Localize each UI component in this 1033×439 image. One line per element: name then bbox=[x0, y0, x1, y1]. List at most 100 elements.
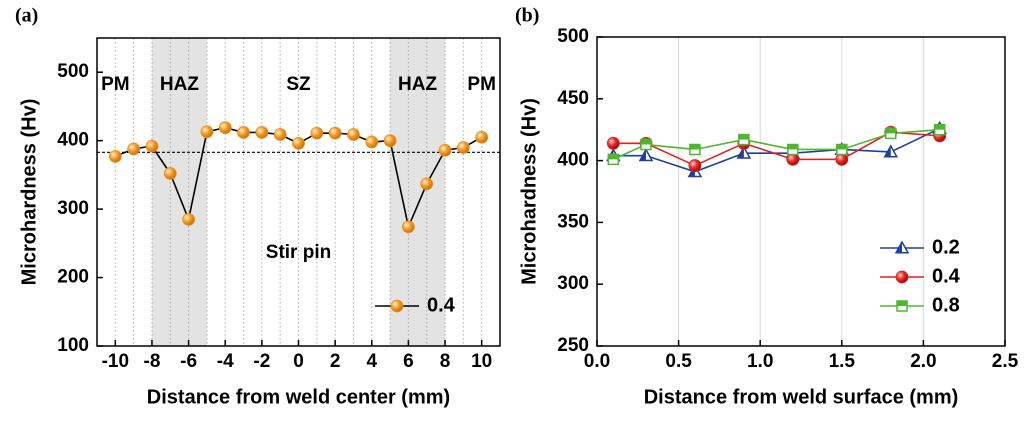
marker bbox=[273, 128, 287, 141]
annotation: PM bbox=[101, 74, 130, 95]
marker bbox=[456, 141, 470, 154]
y-tick-label: 350 bbox=[557, 211, 589, 232]
legend-label: 0.2 bbox=[932, 236, 960, 258]
marker bbox=[475, 130, 489, 144]
marker-fill bbox=[688, 165, 695, 177]
marker bbox=[402, 220, 415, 234]
x-tick-label: 0.5 bbox=[665, 351, 692, 372]
marker bbox=[688, 159, 702, 172]
x-tick-label: -4 bbox=[217, 351, 234, 372]
x-tick-label: 8 bbox=[440, 351, 451, 372]
marker bbox=[438, 143, 452, 157]
marker-fill bbox=[639, 149, 646, 161]
y-tick-label: 300 bbox=[57, 198, 89, 219]
x-tick-label: -6 bbox=[180, 351, 197, 372]
marker bbox=[292, 137, 305, 150]
x-tick-label: -8 bbox=[144, 351, 161, 372]
x-tick-label: -10 bbox=[102, 351, 129, 372]
y-tick-label: 250 bbox=[557, 335, 589, 356]
marker bbox=[127, 142, 141, 156]
marker-fill bbox=[896, 242, 902, 253]
y-tick-label: 450 bbox=[557, 88, 589, 109]
y-tick-label: 400 bbox=[557, 150, 589, 171]
x-tick-label: 1.0 bbox=[747, 351, 773, 372]
annotation: Stir pin bbox=[266, 242, 331, 263]
annotation: PM bbox=[467, 74, 496, 95]
marker bbox=[736, 145, 752, 159]
marker bbox=[885, 127, 897, 140]
marker bbox=[836, 143, 848, 156]
marker bbox=[738, 133, 750, 146]
panel-label: (a) bbox=[15, 5, 38, 27]
x-tick-label: 2.0 bbox=[910, 351, 936, 372]
marker bbox=[638, 148, 654, 162]
y-tick-label: 500 bbox=[557, 26, 589, 47]
y-tick-label: 200 bbox=[57, 267, 89, 288]
marker-fill bbox=[885, 128, 896, 134]
marker-fill bbox=[689, 144, 700, 150]
marker-fill bbox=[640, 139, 651, 145]
legend-label: 0.8 bbox=[932, 294, 960, 316]
x-tick-label: 4 bbox=[366, 351, 377, 372]
marker-fill bbox=[737, 147, 744, 158]
marker-fill bbox=[897, 301, 907, 306]
marker bbox=[310, 126, 324, 140]
marker-fill bbox=[934, 124, 945, 130]
shaded-region bbox=[390, 38, 446, 346]
x-axis-label: Distance from weld center (mm) bbox=[147, 386, 450, 408]
annotation: SZ bbox=[286, 74, 311, 95]
marker bbox=[200, 125, 214, 139]
legend-label: 0.4 bbox=[932, 265, 961, 287]
series-line bbox=[612, 128, 940, 161]
marker bbox=[420, 177, 434, 191]
marker bbox=[108, 150, 122, 163]
marker bbox=[145, 139, 159, 153]
x-tick-label: 1.5 bbox=[829, 351, 856, 372]
x-tick-label: -2 bbox=[253, 351, 270, 372]
x-tick-label: 0.0 bbox=[584, 351, 610, 372]
x-tick-label: 2.5 bbox=[992, 351, 1019, 372]
y-tick-label: 400 bbox=[57, 130, 89, 151]
marker bbox=[689, 143, 701, 156]
y-tick-label: 100 bbox=[57, 335, 89, 356]
marker bbox=[347, 128, 360, 141]
x-axis-label: Distance from weld surface (mm) bbox=[644, 386, 959, 408]
marker bbox=[787, 143, 799, 156]
y-axis-label: Microhardness (Hv) bbox=[518, 98, 540, 285]
panel-label: (b) bbox=[515, 5, 539, 27]
y-tick-label: 500 bbox=[57, 61, 89, 82]
marker bbox=[365, 135, 379, 149]
marker bbox=[640, 138, 652, 151]
marker bbox=[383, 134, 397, 148]
x-tick-label: 6 bbox=[403, 351, 414, 372]
marker bbox=[255, 126, 269, 139]
legend-label: 0.4 bbox=[427, 294, 456, 316]
y-tick-label: 300 bbox=[557, 273, 589, 294]
marker bbox=[883, 144, 899, 158]
y-axis-label: Microhardness (Hv) bbox=[18, 99, 40, 286]
marker-fill bbox=[608, 154, 619, 160]
marker bbox=[218, 121, 232, 135]
marker bbox=[237, 126, 250, 139]
marker bbox=[182, 212, 195, 226]
x-tick-label: 0 bbox=[293, 351, 304, 372]
marker-fill bbox=[836, 144, 847, 150]
marker bbox=[328, 126, 342, 140]
x-tick-label: 10 bbox=[471, 351, 492, 372]
x-tick-label: 2 bbox=[330, 351, 341, 372]
series-line bbox=[613, 127, 941, 173]
marker bbox=[163, 167, 177, 180]
marker-fill bbox=[738, 134, 749, 140]
marker bbox=[894, 240, 910, 254]
marker bbox=[606, 136, 620, 150]
annotation: HAZ bbox=[398, 74, 437, 95]
marker-fill bbox=[787, 144, 798, 150]
marker bbox=[607, 153, 620, 166]
marker bbox=[895, 270, 909, 284]
marker bbox=[390, 299, 404, 313]
annotation: HAZ bbox=[160, 74, 199, 95]
marker bbox=[933, 123, 946, 136]
marker-fill bbox=[884, 145, 891, 157]
